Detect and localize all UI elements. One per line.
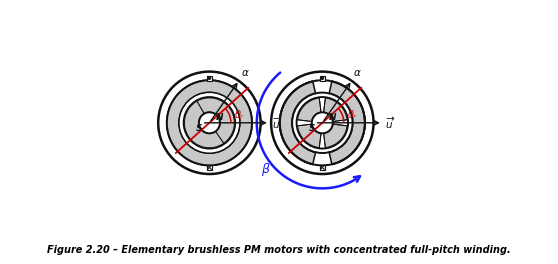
Wedge shape — [312, 79, 332, 95]
Circle shape — [199, 112, 220, 133]
Text: S: S — [196, 124, 203, 133]
Circle shape — [312, 112, 333, 133]
Wedge shape — [185, 101, 224, 148]
Circle shape — [158, 72, 261, 174]
Text: $\beta$: $\beta$ — [261, 162, 271, 178]
Text: $\overrightarrow{u}$: $\overrightarrow{u}$ — [272, 115, 282, 131]
Text: N: N — [215, 112, 223, 121]
Circle shape — [280, 80, 365, 165]
Text: $\theta_r$: $\theta_r$ — [347, 108, 358, 122]
Wedge shape — [297, 98, 321, 121]
Wedge shape — [197, 98, 234, 143]
Circle shape — [292, 93, 353, 153]
Circle shape — [271, 72, 373, 174]
Circle shape — [321, 77, 323, 79]
Circle shape — [184, 97, 235, 149]
Circle shape — [209, 77, 210, 79]
Text: N: N — [329, 112, 336, 121]
Wedge shape — [297, 124, 321, 148]
Text: $\theta_r$: $\theta_r$ — [234, 108, 246, 122]
Text: $\alpha$: $\alpha$ — [353, 68, 362, 78]
Text: $\alpha$: $\alpha$ — [240, 68, 249, 78]
Wedge shape — [312, 151, 332, 167]
Bar — [320, 76, 325, 81]
Circle shape — [292, 93, 352, 153]
Wedge shape — [324, 124, 347, 148]
Circle shape — [167, 80, 252, 165]
Circle shape — [180, 93, 239, 153]
Text: $\overrightarrow{u}$: $\overrightarrow{u}$ — [385, 115, 395, 131]
Bar — [320, 165, 325, 170]
Circle shape — [179, 93, 239, 153]
Bar — [207, 165, 212, 170]
Circle shape — [297, 97, 348, 149]
Text: S: S — [309, 124, 316, 133]
Bar — [207, 76, 212, 81]
Text: Figure 2.20 – Elementary brushless PM motors with concentrated full-pitch windin: Figure 2.20 – Elementary brushless PM mo… — [47, 246, 511, 256]
Wedge shape — [324, 98, 347, 121]
